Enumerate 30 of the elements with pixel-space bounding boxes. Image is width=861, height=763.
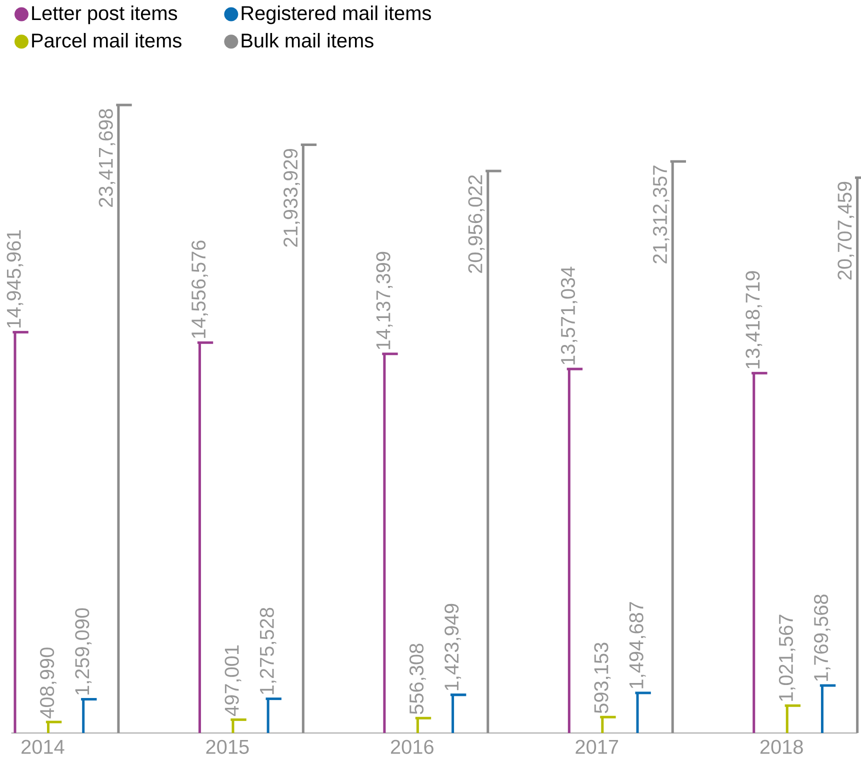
data-label: 14,137,399 — [376, 252, 393, 350]
x-tick-label: 2015 — [206, 740, 249, 754]
data-label: 1,275,528 — [260, 608, 276, 694]
bar — [856, 178, 859, 733]
x-tick-label: 2018 — [760, 740, 803, 754]
data-label: 13,571,034 — [560, 266, 578, 364]
data-label: 21,933,929 — [284, 148, 300, 247]
data-label: 23,417,698 — [98, 109, 116, 207]
data-label: 20,707,459 — [838, 182, 854, 280]
data-label: 1,259,090 — [75, 608, 92, 695]
data-label: 20,956,022 — [468, 175, 485, 273]
x-tick-label: 2017 — [576, 740, 618, 754]
data-label: 408,990 — [40, 648, 56, 718]
data-label: 497,001 — [224, 645, 242, 716]
data-label: 14,556,576 — [191, 240, 208, 338]
data-label: 21,312,357 — [652, 166, 670, 264]
x-tick-label: 2014 — [22, 740, 64, 754]
legend-label: Parcel mail items — [32, 32, 182, 48]
legend-label: Letter post items — [32, 6, 178, 24]
data-label: 14,945,961 — [6, 230, 24, 328]
data-label: 593,153 — [594, 642, 611, 714]
legend-label: Bulk mail items — [242, 32, 374, 48]
data-label: 1,769,568 — [814, 594, 830, 681]
data-label: 1,423,949 — [444, 604, 462, 690]
data-label: 13,418,719 — [746, 271, 762, 368]
data-label: 1,021,567 — [778, 614, 796, 701]
x-tick-label: 2016 — [390, 740, 434, 754]
legend-label: Registered mail items — [242, 6, 431, 24]
data-label: 556,308 — [409, 644, 426, 714]
data-label: 1,494,687 — [629, 602, 646, 688]
